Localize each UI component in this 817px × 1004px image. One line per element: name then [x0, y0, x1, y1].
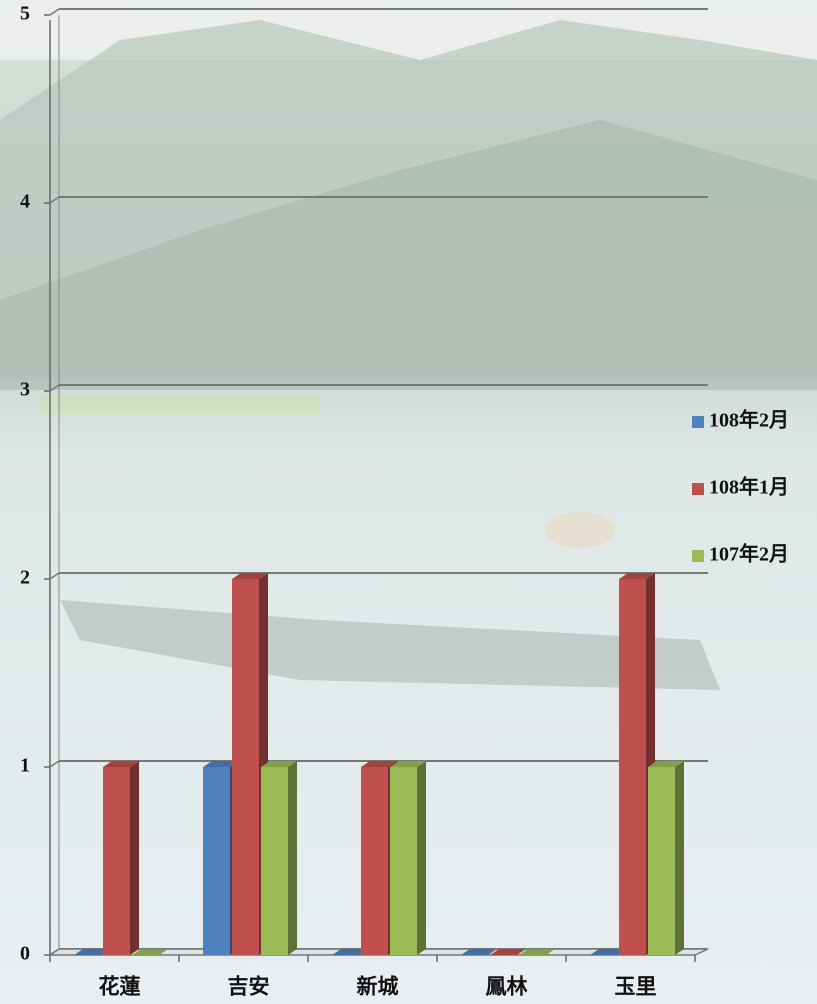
- bar: [261, 767, 288, 955]
- y-tick-label: 5: [20, 3, 30, 25]
- x-tick-label: 吉安: [228, 974, 270, 999]
- bar: [232, 579, 259, 955]
- y-tick-label: 1: [20, 755, 30, 777]
- y-tick-label: 4: [20, 191, 30, 213]
- bar: [619, 579, 646, 955]
- legend-label: 108年2月: [709, 408, 789, 432]
- legend-swatch: [692, 550, 704, 562]
- bar-side: [130, 761, 139, 955]
- bar: [103, 767, 130, 955]
- legend-swatch: [692, 483, 704, 495]
- bar: [203, 767, 230, 955]
- bar-side: [417, 761, 426, 955]
- bar: [390, 767, 417, 955]
- bar: [648, 767, 675, 955]
- legend-label: 108年1月: [709, 475, 789, 499]
- x-tick-label: 鳳林: [486, 974, 528, 999]
- y-tick-label: 2: [20, 567, 30, 589]
- chart: 0 1 2 3 4 5 花蓮 吉安 新城 鳳林 玉里 108年2月 108年1月 107年2月: [0, 0, 817, 1004]
- x-tick-label: 花蓮: [99, 974, 141, 999]
- bar-side: [288, 761, 297, 955]
- x-tick-label: 新城: [357, 974, 399, 999]
- y-tick-label: 3: [20, 379, 30, 401]
- bar-side: [675, 761, 684, 955]
- bar: [361, 767, 388, 955]
- x-tick-label: 玉里: [615, 974, 657, 999]
- y-tick-label: 0: [20, 943, 30, 965]
- legend-label: 107年2月: [709, 542, 789, 566]
- legend-swatch: [692, 416, 704, 428]
